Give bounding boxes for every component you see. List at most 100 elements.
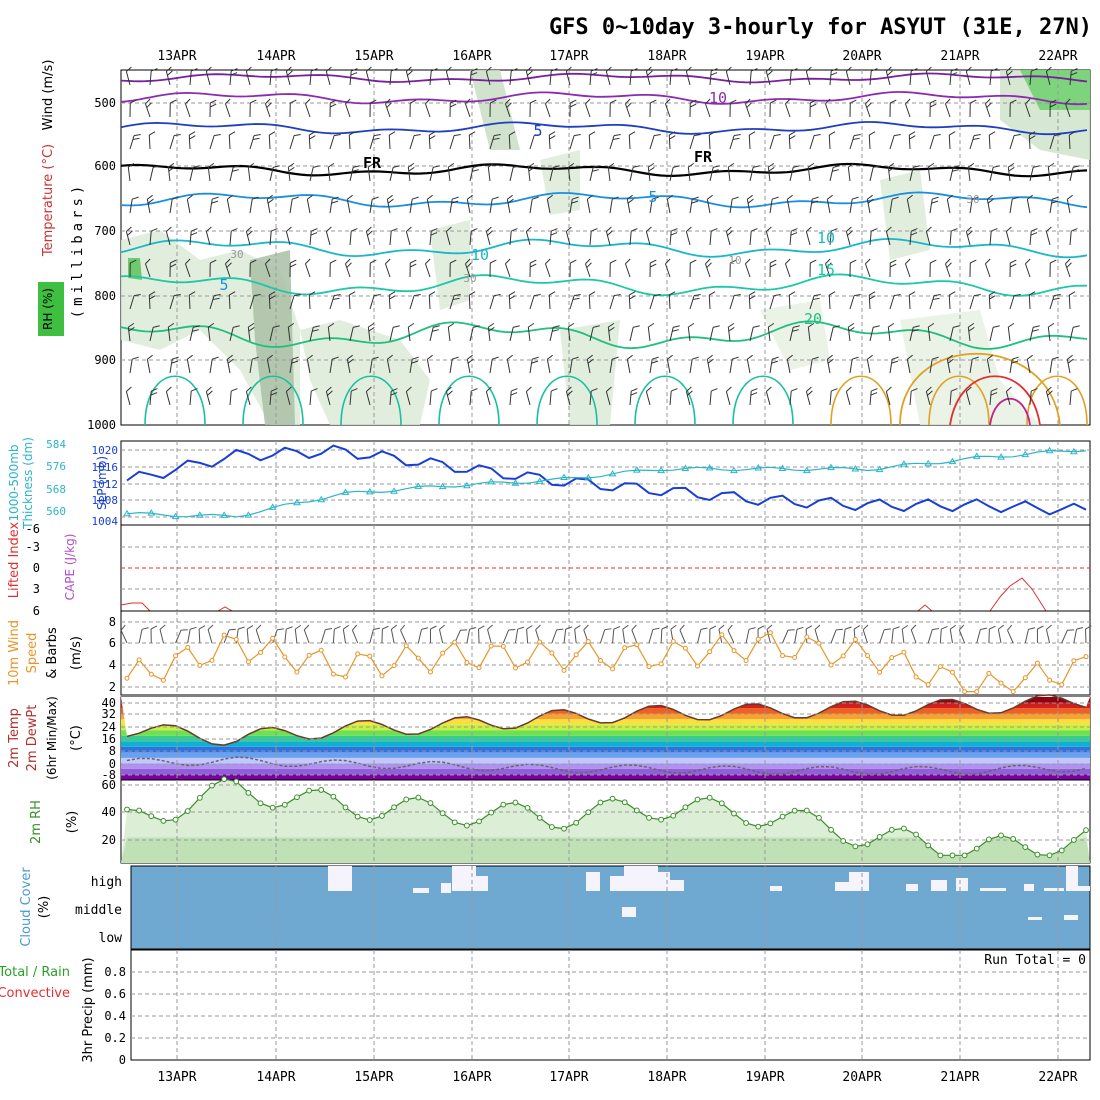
barb-shaft xyxy=(229,71,232,86)
wind-speed-marker xyxy=(828,662,834,668)
wind-barb xyxy=(289,294,301,310)
rh-marker xyxy=(573,819,580,826)
barb-shaft xyxy=(449,135,455,150)
barb-shaft xyxy=(709,167,714,182)
wind-barb xyxy=(1049,99,1057,118)
barb-shaft xyxy=(384,103,391,118)
precip-label-2: Convective xyxy=(0,986,70,1001)
wind-barb xyxy=(485,386,492,406)
wind-barb xyxy=(1007,162,1015,182)
barb-flag xyxy=(848,162,855,168)
barb-flag xyxy=(648,322,655,328)
barb-shaft xyxy=(549,327,554,342)
wind-barb xyxy=(709,68,718,86)
wind-barb xyxy=(605,386,612,406)
barb-flag xyxy=(307,354,313,360)
wind-barb xyxy=(209,259,217,278)
rh-marker xyxy=(500,801,507,808)
barb-flag xyxy=(1031,68,1038,72)
wind-barb xyxy=(729,294,741,310)
rh-marker xyxy=(536,814,543,821)
wind-barb xyxy=(969,99,977,118)
barb-flag xyxy=(425,98,431,105)
wind-barb xyxy=(709,228,718,246)
barb-flag xyxy=(408,166,415,172)
rh-marker xyxy=(913,831,919,838)
wind-barb xyxy=(245,386,252,406)
wind-barb xyxy=(1005,66,1013,86)
wind-barb xyxy=(904,258,911,278)
barb-flag xyxy=(532,196,539,200)
barb-shaft xyxy=(1049,199,1053,214)
barb-flag xyxy=(208,162,215,168)
legend-temperature: Temperature (°C) xyxy=(41,144,56,257)
barb-flag xyxy=(862,624,869,631)
barb-flag xyxy=(229,628,236,631)
rh-marker xyxy=(148,813,155,820)
barb-shaft xyxy=(645,391,651,406)
wind-speed-marker xyxy=(209,657,215,663)
barb-flag xyxy=(1048,322,1055,328)
barb-flag xyxy=(294,624,302,630)
rh-marker xyxy=(196,794,203,801)
rh-marker xyxy=(172,816,179,823)
barb-shaft xyxy=(146,359,151,374)
wind-barb xyxy=(869,68,878,86)
barb-flag xyxy=(414,134,421,137)
surface-barb xyxy=(891,626,900,644)
wind-speed-marker xyxy=(852,636,858,642)
barb-shaft xyxy=(565,391,571,406)
barb-flag xyxy=(1052,356,1059,360)
wind-barb xyxy=(1029,228,1038,246)
barb-shaft xyxy=(325,391,331,406)
barb-flag xyxy=(254,134,261,137)
barb-shaft xyxy=(449,199,453,214)
rh-marker xyxy=(184,808,191,814)
barb-shaft xyxy=(869,167,874,182)
surface-barb xyxy=(466,626,477,644)
barb-shaft xyxy=(824,263,831,278)
barb-shaft xyxy=(228,294,231,310)
barb-shaft xyxy=(887,327,891,342)
wind-barb xyxy=(689,356,699,374)
barb-shaft xyxy=(769,135,775,150)
wind-barb xyxy=(365,66,372,86)
surface-barb xyxy=(830,628,843,644)
barb-shaft xyxy=(429,167,434,182)
wind-barb xyxy=(529,134,541,150)
barb-shaft xyxy=(997,629,1002,644)
wind-speed-marker xyxy=(937,664,943,670)
wind-speed-marker xyxy=(767,630,773,636)
barb-shaft xyxy=(647,167,651,182)
barb-flag xyxy=(913,325,920,328)
wind-speed-marker xyxy=(901,649,907,655)
barb-shaft xyxy=(969,359,973,374)
barb-flag xyxy=(331,200,339,204)
barb-shaft xyxy=(1045,629,1051,644)
barb-flag xyxy=(267,198,274,204)
thickness-marker xyxy=(414,482,423,489)
barb-shaft xyxy=(669,327,674,342)
wind-barb xyxy=(769,196,779,214)
wind-barb xyxy=(925,386,933,406)
barb-flag xyxy=(187,354,193,360)
barb-flag xyxy=(608,162,615,168)
wind-barb xyxy=(544,98,551,118)
wind-barb xyxy=(346,194,353,214)
barb-flag xyxy=(966,226,972,232)
barb-flag xyxy=(128,326,135,332)
wind-barb xyxy=(809,294,821,310)
barb-shaft xyxy=(1064,263,1071,278)
barb-shaft xyxy=(428,134,431,150)
barb-shaft xyxy=(1049,295,1055,310)
barb-flag xyxy=(189,291,196,296)
barb-shaft xyxy=(487,167,491,182)
barb-flag xyxy=(807,390,813,396)
barb-shaft xyxy=(447,167,451,182)
barb-flag xyxy=(871,68,878,72)
barb-shaft xyxy=(789,391,792,406)
barb-shaft xyxy=(506,199,511,214)
barb-flag xyxy=(270,392,278,396)
barb-shaft xyxy=(628,134,631,150)
barb-shaft xyxy=(546,359,551,374)
